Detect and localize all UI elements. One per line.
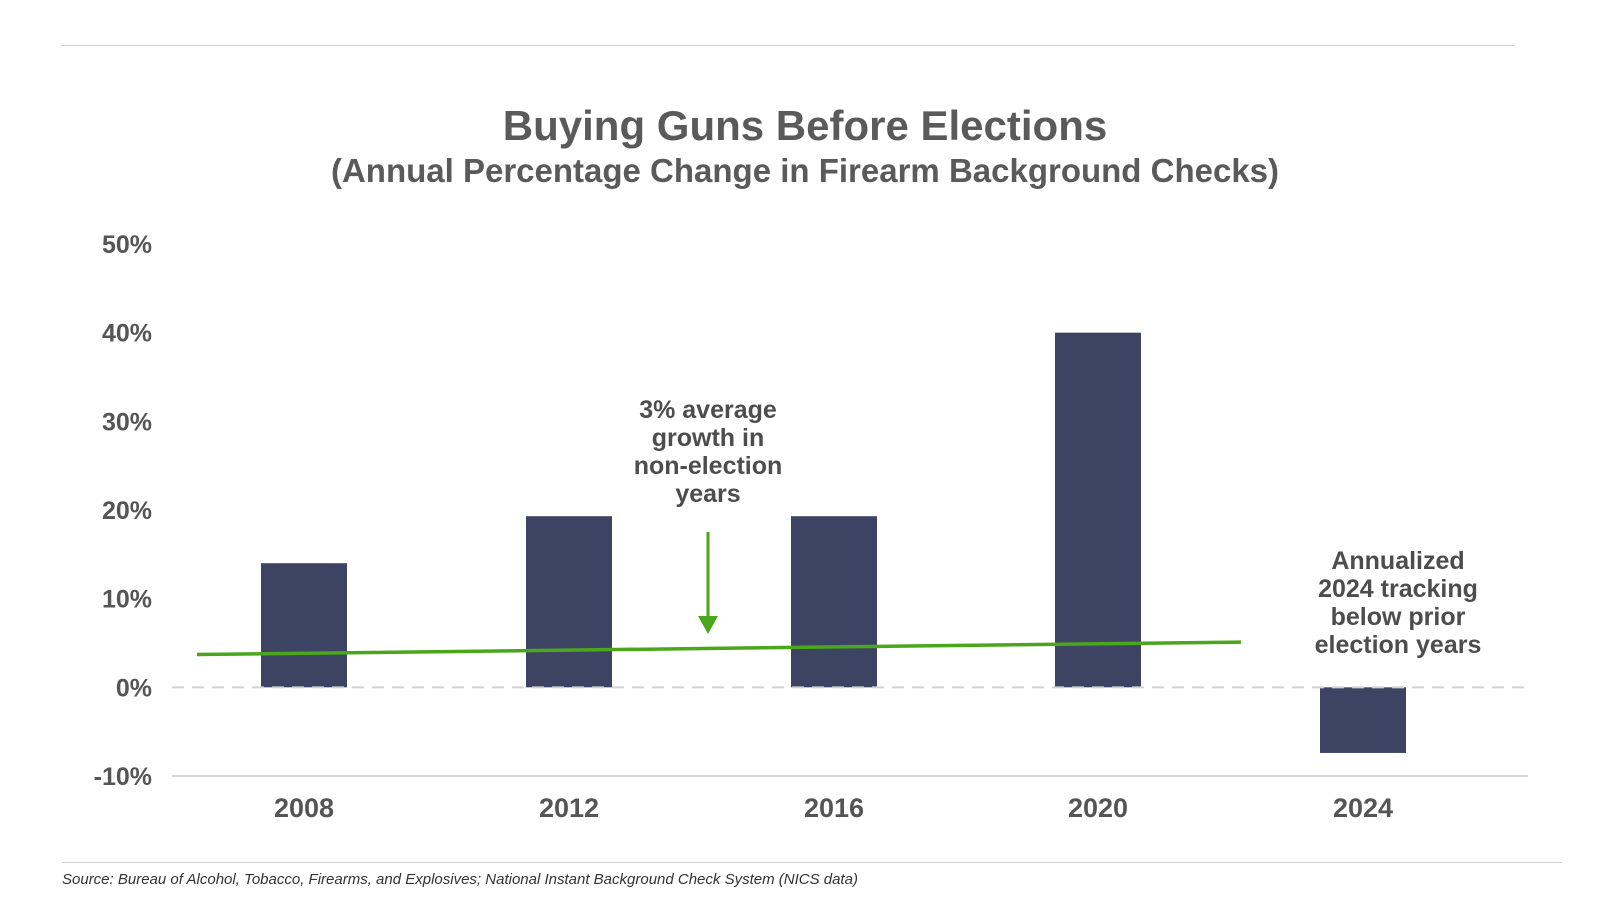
y-tick-label: 40% xyxy=(102,320,152,348)
x-tick-label: 2008 xyxy=(274,793,334,823)
y-tick-label: -10% xyxy=(94,763,152,791)
bar-2008 xyxy=(261,563,347,688)
annotation-2024-line: below prior xyxy=(1331,603,1466,631)
y-tick-label: 0% xyxy=(116,674,152,702)
y-tick-label: 10% xyxy=(102,586,152,614)
x-tick-label: 2020 xyxy=(1068,793,1128,823)
annotation-arrow-head xyxy=(698,616,718,634)
chart-title: Buying Guns Before Elections xyxy=(502,102,1108,149)
bar-2016 xyxy=(791,516,877,688)
bar-chart: 50%40%30%20%10%0%-10% 2008 2012 2016 2020 20… xyxy=(94,231,1528,823)
annotation-2024-line: 2024 tracking xyxy=(1318,575,1478,603)
y-tick-label: 30% xyxy=(102,408,152,436)
y-tick-label: 20% xyxy=(102,497,152,525)
annotation-trend-line: years xyxy=(675,480,740,508)
x-axis-ticks: 2008 2012 2016 2020 2024 xyxy=(274,793,1393,823)
source-note: Source: Bureau of Alcohol, Tobacco, Fire… xyxy=(62,871,858,888)
annotation-2024-line: Annualized xyxy=(1331,547,1464,575)
x-tick-label: 2016 xyxy=(804,793,864,823)
reference-lines xyxy=(172,640,1528,777)
bar-series xyxy=(261,332,1406,753)
chart-subtitle: (Annual Percentage Change in Firearm Bac… xyxy=(330,152,1280,189)
y-axis-ticks: 50% 40% 30% 20% 10% 0% -10% xyxy=(94,231,152,791)
bottom-divider xyxy=(62,862,1562,863)
annotation-2024-line: election years xyxy=(1315,631,1482,659)
trend-line xyxy=(196,640,1242,657)
top-divider xyxy=(62,45,1514,46)
bar-2020 xyxy=(1055,332,1141,688)
annotation-trend-line: growth in xyxy=(652,424,764,452)
annotation-trend-line: 3% average xyxy=(639,396,777,424)
annotation-trend-line: non-election xyxy=(634,452,783,480)
x-tick-label: 2024 xyxy=(1333,793,1393,823)
bar-2012 xyxy=(526,516,612,688)
x-tick-label: 2012 xyxy=(539,793,599,823)
bar-2024 xyxy=(1320,687,1406,753)
y-tick-label: 50% xyxy=(102,231,152,259)
